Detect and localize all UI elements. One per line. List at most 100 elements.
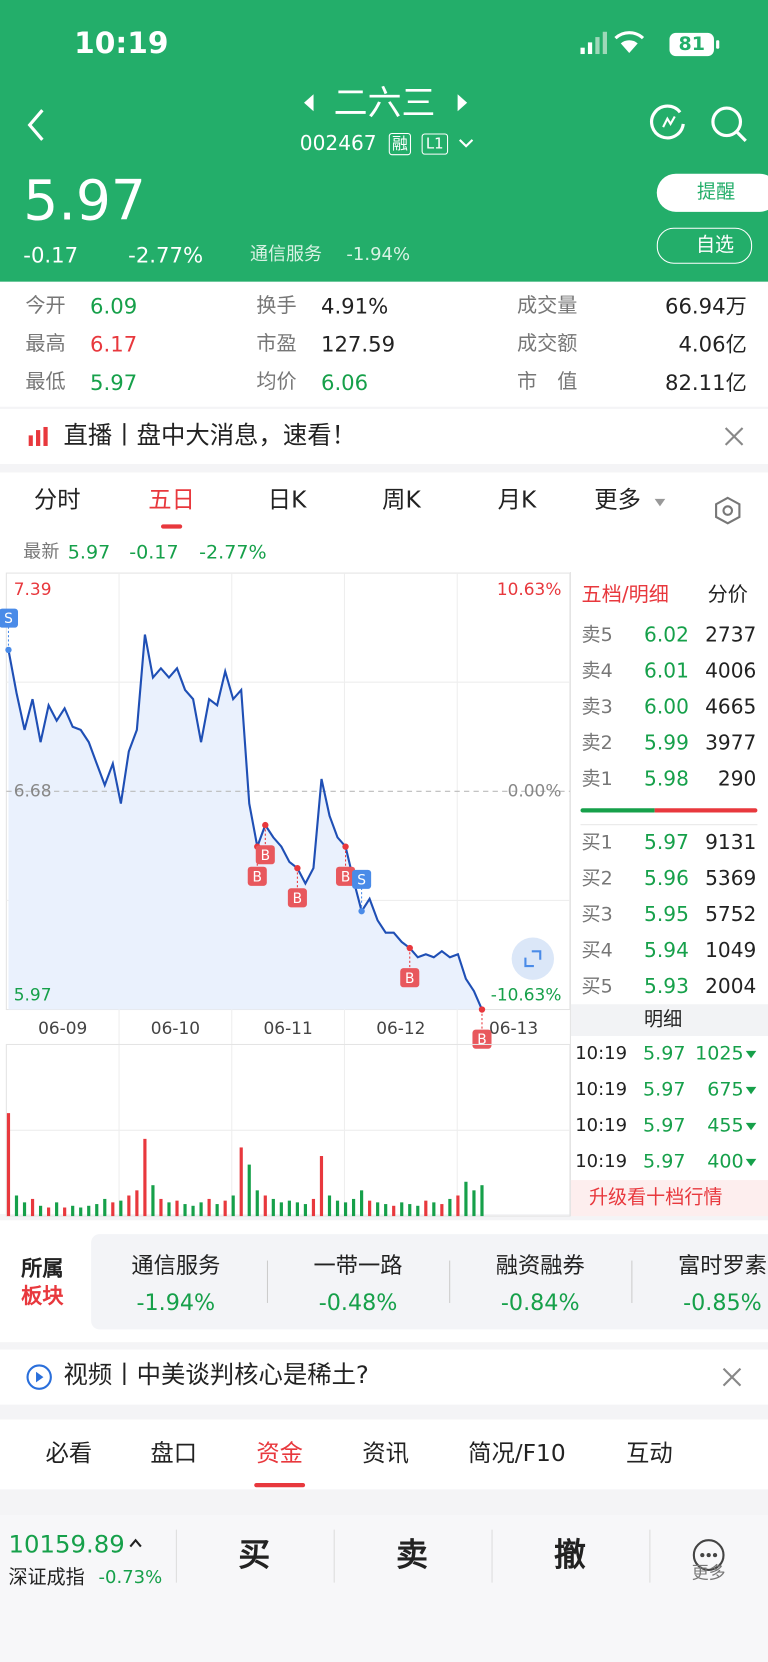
- tick-arrow: [745, 1122, 757, 1131]
- volume-bar: [360, 1190, 364, 1217]
- sector-divider: [266, 1260, 269, 1303]
- sector-name[interactable]: 通信服务: [131, 1252, 221, 1279]
- volume-bar: [295, 1202, 299, 1217]
- chart-tab[interactable]: 周K: [382, 487, 421, 514]
- book-side: 买1: [581, 831, 613, 854]
- dropdown[interactable]: [458, 138, 475, 151]
- bottom-tab[interactable]: 盘口: [150, 1440, 198, 1468]
- x-tick-label: 06-11: [264, 1018, 313, 1038]
- sector-pct: -1.94%: [136, 1289, 216, 1316]
- sector-name[interactable]: 富时罗素: [677, 1252, 767, 1279]
- volume-bar: [47, 1207, 51, 1217]
- more-icon[interactable]: [692, 1538, 726, 1572]
- marker-badge: [352, 869, 372, 889]
- volume-bar: [183, 1204, 187, 1217]
- book-price: 5.98: [644, 767, 689, 791]
- stat-value: 6.17: [90, 331, 138, 357]
- volume-bar: [215, 1204, 219, 1217]
- book-volume: 5369: [705, 867, 757, 891]
- toolbar-icons[interactable]: [646, 104, 752, 144]
- live-banner[interactable]: [0, 408, 768, 464]
- video-icon: [26, 1364, 52, 1390]
- volume-bar: [327, 1195, 332, 1217]
- y2-tick-label: 10.63%: [497, 579, 562, 599]
- close[interactable]: [724, 426, 745, 447]
- volume-bar: [30, 1198, 35, 1217]
- volume-bar: [63, 1207, 67, 1217]
- book-line: [580, 824, 758, 826]
- volume-bar: [14, 1195, 19, 1217]
- marker-label: B: [405, 971, 414, 987]
- tick-time: 10:19: [575, 1114, 628, 1137]
- zoom-button: [511, 937, 555, 980]
- chart-tab[interactable]: 五日: [148, 487, 195, 514]
- book-header[interactable]: 五档/明细: [581, 583, 669, 607]
- volume-bar: [87, 1205, 91, 1217]
- trade-action[interactable]: 卖: [396, 1537, 428, 1575]
- book-volume: 4006: [705, 659, 757, 683]
- video-banner[interactable]: [0, 1349, 768, 1405]
- back-button[interactable]: [21, 106, 53, 144]
- marker-label: B: [477, 1032, 486, 1048]
- stat-label: 均价: [256, 370, 297, 394]
- marker-dot: [358, 907, 365, 915]
- chart-tab[interactable]: 月K: [497, 487, 537, 514]
- footer: [0, 1514, 768, 1662]
- y-tick-label: 7.39: [14, 579, 52, 599]
- close[interactable]: [721, 1367, 742, 1388]
- bottom-tab[interactable]: 互动: [626, 1440, 673, 1468]
- trade-action[interactable]: 买: [238, 1537, 271, 1575]
- tab-underline: [161, 524, 183, 529]
- volume-bar: [271, 1198, 275, 1217]
- bottom-tab[interactable]: 必看: [45, 1440, 93, 1468]
- volume-bar: [191, 1205, 195, 1217]
- tick-volume: 455: [707, 1114, 744, 1137]
- sector-list[interactable]: [91, 1234, 768, 1330]
- volume-bar: [440, 1204, 444, 1217]
- volume-bar: [71, 1205, 75, 1217]
- watch-label: 自选: [695, 234, 735, 257]
- book-side: 买3: [581, 903, 613, 926]
- volume-bar: [175, 1200, 179, 1217]
- zoom-icon: [524, 950, 542, 968]
- tab-icons[interactable]: [653, 496, 748, 526]
- trade-action[interactable]: 撤: [554, 1537, 586, 1575]
- volume-bar: [432, 1202, 436, 1217]
- chart: 06-09 06-10 06-11 06-12 06-13 5.97 6.68 7.39 -10…: [0, 572, 571, 1217]
- watch-button[interactable]: [656, 227, 753, 264]
- upgrade-bar[interactable]: [570, 1180, 768, 1217]
- sector-name[interactable]: 一带一路: [313, 1252, 403, 1279]
- detail-label[interactable]: 明细: [644, 1008, 683, 1031]
- chart-tab[interactable]: 日K: [267, 487, 307, 514]
- book-volume: 290: [717, 767, 757, 791]
- sector-label: 所属: [21, 1255, 64, 1281]
- chart-tab[interactable]: 更多: [594, 487, 641, 514]
- book-volume: 4665: [705, 695, 757, 719]
- stat-value: 4.06亿: [678, 331, 747, 357]
- y2-tick-label: -10.63%: [491, 985, 562, 1005]
- upgrade-label[interactable]: 升级看十档行情: [588, 1186, 723, 1209]
- action-divider: [491, 1529, 493, 1583]
- bottom-tab[interactable]: 简况/F10: [468, 1440, 566, 1468]
- volume-bar: [351, 1198, 356, 1217]
- alert-button[interactable]: [656, 173, 768, 212]
- volume-bar: [279, 1202, 283, 1217]
- marker-badge: [255, 845, 275, 865]
- clock: 10:19: [74, 25, 169, 61]
- industry[interactable]: 通信服务: [249, 244, 323, 266]
- volume-bar: [303, 1204, 308, 1217]
- sector-pct: -0.84%: [500, 1289, 580, 1316]
- volume-bar: [311, 1198, 316, 1217]
- marker-dot: [478, 1006, 486, 1013]
- bottom-tab[interactable]: 资讯: [362, 1440, 409, 1468]
- latest-pct: -2.77%: [199, 541, 267, 564]
- x-tick-label: 06-13: [489, 1018, 538, 1038]
- bottom-tab[interactable]: 资金: [256, 1440, 303, 1468]
- tick-price: 5.97: [643, 1114, 686, 1137]
- tick-volume: 400: [707, 1150, 744, 1173]
- chart-tab[interactable]: 分时: [33, 487, 81, 514]
- book-price: 5.94: [644, 939, 689, 963]
- sector-name[interactable]: 融资融券: [495, 1252, 585, 1279]
- change-pct: -2.77%: [128, 242, 204, 269]
- book-header[interactable]: 分价: [707, 583, 748, 607]
